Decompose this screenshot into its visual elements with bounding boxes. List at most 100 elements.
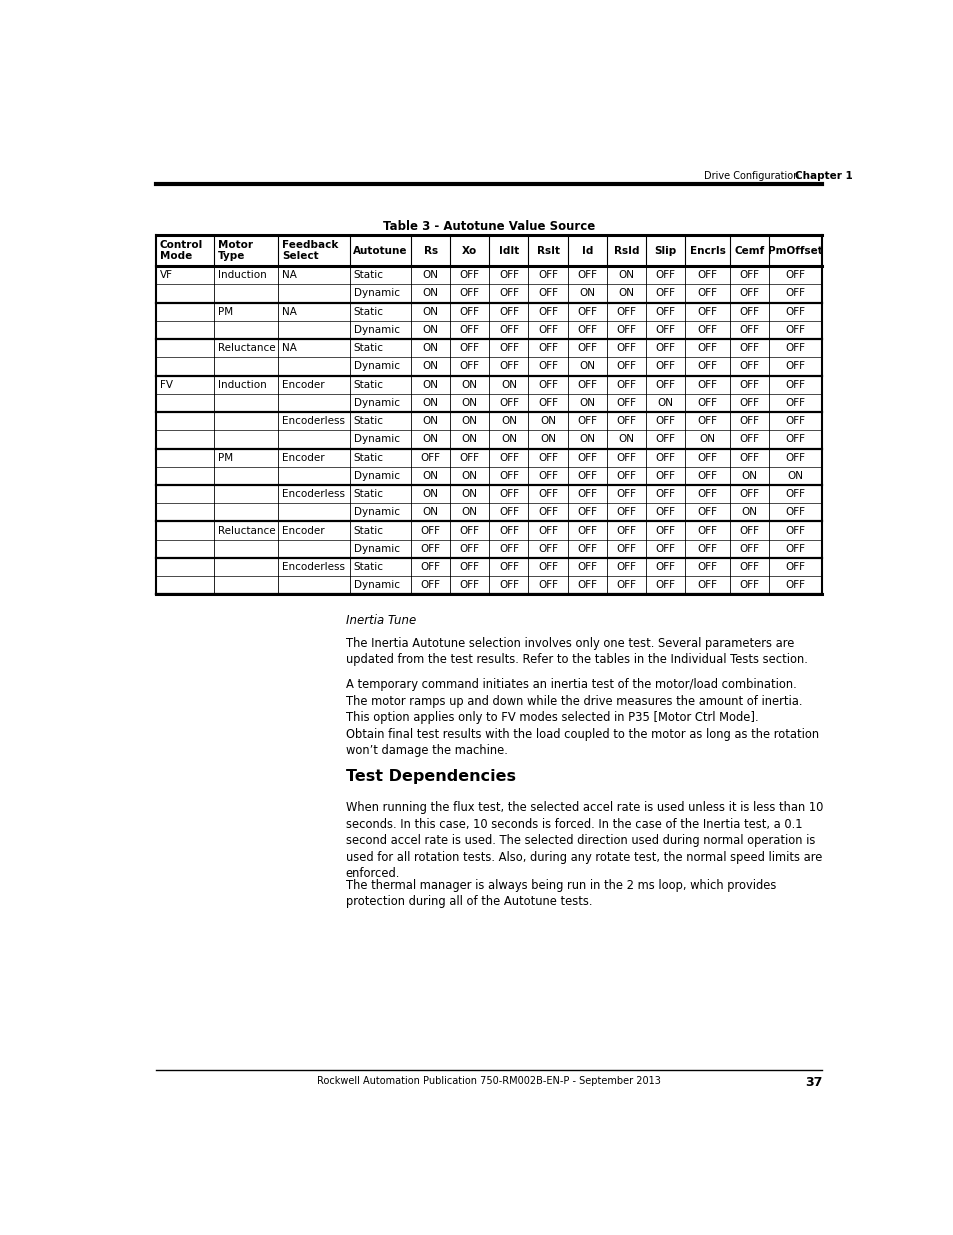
Text: OFF: OFF [697, 508, 717, 517]
Text: OFF: OFF [616, 362, 636, 372]
Text: OFF: OFF [785, 452, 805, 463]
Text: Rockwell Automation Publication 750-RM002B-EN-P - September 2013: Rockwell Automation Publication 750-RM00… [316, 1076, 660, 1086]
Text: Inertia Tune: Inertia Tune [345, 614, 416, 626]
Text: Dynamic: Dynamic [354, 543, 399, 553]
Text: ON: ON [787, 471, 802, 480]
Text: ON: ON [422, 362, 438, 372]
Text: OFF: OFF [537, 471, 558, 480]
Text: Slip: Slip [654, 246, 676, 256]
Text: OFF: OFF [697, 289, 717, 299]
Text: OFF: OFF [697, 471, 717, 480]
Text: Static: Static [354, 416, 383, 426]
Text: PM: PM [218, 452, 233, 463]
Text: OFF: OFF [616, 489, 636, 499]
Text: Control
Mode: Control Mode [159, 240, 203, 262]
Text: ON: ON [461, 508, 477, 517]
Text: OFF: OFF [785, 508, 805, 517]
Text: OFF: OFF [459, 526, 479, 536]
Text: ON: ON [461, 416, 477, 426]
Text: OFF: OFF [785, 343, 805, 353]
Text: Reluctance: Reluctance [218, 526, 275, 536]
Text: OFF: OFF [577, 526, 597, 536]
Text: Drive Configuration: Drive Configuration [703, 172, 799, 182]
Text: OFF: OFF [739, 416, 759, 426]
Text: OFF: OFF [420, 562, 440, 572]
Text: OFF: OFF [459, 543, 479, 553]
Text: Encoder: Encoder [282, 379, 324, 389]
Text: OFF: OFF [785, 562, 805, 572]
Text: Reluctance: Reluctance [218, 343, 275, 353]
Text: OFF: OFF [616, 325, 636, 335]
Text: OFF: OFF [739, 325, 759, 335]
Text: Dynamic: Dynamic [354, 580, 399, 590]
Text: OFF: OFF [655, 489, 675, 499]
Text: OFF: OFF [577, 379, 597, 389]
Text: OFF: OFF [498, 471, 518, 480]
Text: Motor
Type: Motor Type [218, 240, 253, 262]
Text: OFF: OFF [655, 562, 675, 572]
Text: OFF: OFF [785, 270, 805, 280]
Text: 37: 37 [804, 1076, 821, 1089]
Text: OFF: OFF [655, 508, 675, 517]
Text: ON: ON [422, 325, 438, 335]
Text: ON: ON [578, 362, 595, 372]
Text: OFF: OFF [498, 362, 518, 372]
Text: OFF: OFF [498, 325, 518, 335]
Text: OFF: OFF [498, 343, 518, 353]
Text: FV: FV [159, 379, 172, 389]
Text: OFF: OFF [616, 398, 636, 408]
Text: OFF: OFF [785, 306, 805, 316]
Text: OFF: OFF [616, 343, 636, 353]
Text: OFF: OFF [697, 489, 717, 499]
Text: ON: ON [539, 416, 556, 426]
Text: OFF: OFF [537, 343, 558, 353]
Text: ON: ON [740, 508, 757, 517]
Text: OFF: OFF [537, 543, 558, 553]
Text: OFF: OFF [655, 343, 675, 353]
Text: OFF: OFF [697, 543, 717, 553]
Text: ON: ON [578, 289, 595, 299]
Text: OFF: OFF [616, 416, 636, 426]
Text: OFF: OFF [655, 416, 675, 426]
Text: OFF: OFF [577, 562, 597, 572]
Text: OFF: OFF [577, 471, 597, 480]
Text: Dynamic: Dynamic [354, 471, 399, 480]
Text: RsId: RsId [613, 246, 639, 256]
Text: OFF: OFF [537, 508, 558, 517]
Text: Rs: Rs [423, 246, 437, 256]
Text: EncrIs: EncrIs [689, 246, 724, 256]
Text: OFF: OFF [459, 362, 479, 372]
Text: OFF: OFF [537, 452, 558, 463]
Text: OFF: OFF [785, 580, 805, 590]
Text: OFF: OFF [537, 379, 558, 389]
Text: OFF: OFF [459, 289, 479, 299]
Text: OFF: OFF [697, 416, 717, 426]
Text: Induction: Induction [218, 270, 267, 280]
Text: ON: ON [422, 270, 438, 280]
Text: OFF: OFF [655, 379, 675, 389]
Text: OFF: OFF [655, 306, 675, 316]
Text: OFF: OFF [459, 562, 479, 572]
Text: OFF: OFF [459, 452, 479, 463]
Text: OFF: OFF [616, 379, 636, 389]
Text: Static: Static [354, 379, 383, 389]
Text: Autotune: Autotune [353, 246, 407, 256]
Text: OFF: OFF [739, 580, 759, 590]
Text: OFF: OFF [697, 562, 717, 572]
Text: Dynamic: Dynamic [354, 435, 399, 445]
Text: Table 3 - Autotune Value Source: Table 3 - Autotune Value Source [382, 220, 595, 233]
Text: OFF: OFF [739, 379, 759, 389]
Text: ON: ON [461, 489, 477, 499]
Text: Static: Static [354, 270, 383, 280]
Text: Dynamic: Dynamic [354, 289, 399, 299]
Text: ON: ON [461, 398, 477, 408]
Text: ON: ON [500, 416, 517, 426]
Text: OFF: OFF [420, 452, 440, 463]
Text: OFF: OFF [739, 289, 759, 299]
Text: OFF: OFF [616, 508, 636, 517]
Text: OFF: OFF [697, 343, 717, 353]
Text: OFF: OFF [616, 526, 636, 536]
Text: OFF: OFF [577, 580, 597, 590]
Text: OFF: OFF [498, 562, 518, 572]
Text: OFF: OFF [785, 379, 805, 389]
